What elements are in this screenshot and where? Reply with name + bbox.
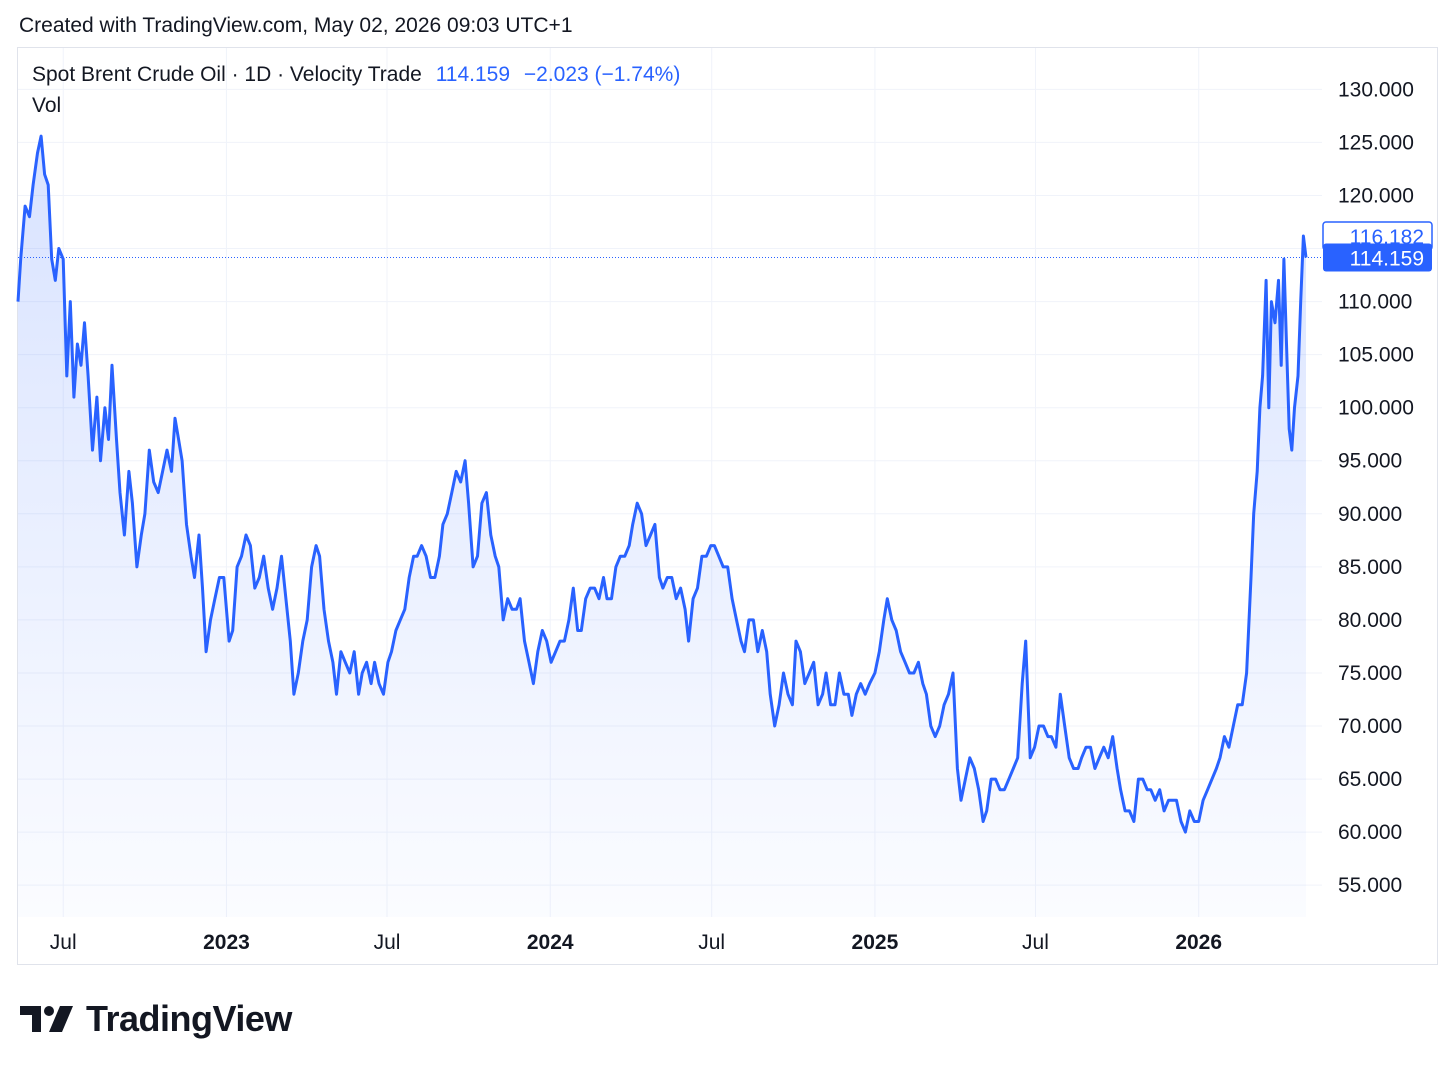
x-tick-label: Jul [374, 931, 401, 954]
last-price: 114.159 [435, 63, 511, 86]
x-axis[interactable]: Jul 2023 Jul 2024 Jul 2025 Jul 2026 [50, 931, 1222, 954]
volume-label: Vol [32, 94, 62, 117]
brand-name: TradingView [86, 998, 292, 1039]
tradingview-brand[interactable]: TradingView [20, 998, 292, 1040]
price-tag-box [1323, 243, 1432, 272]
y-tick-label: 120.000 [1338, 184, 1414, 207]
y-tick-label: 80.000 [1338, 609, 1402, 632]
y-tick-label: 85.000 [1338, 556, 1402, 579]
y-axis[interactable]: 130.000125.000120.000115.000110.000105.0… [1338, 78, 1414, 897]
price-change: −2.023 (−1.74%) [523, 63, 681, 86]
chart-frame [17, 47, 1438, 965]
y-tick-label: 55.000 [1338, 874, 1402, 897]
y-tick-label: 90.000 [1338, 503, 1402, 526]
y-tick-label: 110.000 [1338, 291, 1412, 314]
price-tag-text: 114.159 [1350, 247, 1424, 270]
price-area-fill [18, 136, 1306, 918]
x-tick-label: 2023 [203, 931, 250, 954]
y-tick-label: 95.000 [1338, 450, 1402, 473]
y-tick-label: 125.000 [1338, 131, 1414, 154]
y-tick-label: 70.000 [1338, 715, 1402, 738]
tradingview-logo-icon [20, 1006, 73, 1032]
x-tick-label: 2026 [1175, 931, 1222, 954]
y-tick-label: 60.000 [1338, 821, 1402, 844]
y-tick-label: 130.000 [1338, 78, 1414, 101]
y-tick-label: 105.000 [1338, 344, 1414, 367]
price-tag-text: 116.182 [1350, 226, 1424, 249]
y-tick-label: 65.000 [1338, 768, 1402, 791]
y-tick-label: 75.000 [1338, 662, 1402, 685]
symbol-title: Spot Brent Crude Oil · 1D · Velocity Tra… [32, 63, 422, 86]
chart-caption: Created with TradingView.com, May 02, 20… [19, 14, 573, 37]
x-tick-label: 2025 [852, 931, 899, 954]
x-tick-label: Jul [50, 931, 77, 954]
x-tick-label: 2024 [527, 931, 574, 954]
x-tick-label: Jul [1022, 931, 1049, 954]
y-tick-label: 100.000 [1338, 397, 1414, 420]
x-tick-label: Jul [698, 931, 725, 954]
price-line[interactable] [16, 134, 1308, 834]
chart-legend: Spot Brent Crude Oil · 1D · Velocity Tra… [32, 63, 680, 87]
